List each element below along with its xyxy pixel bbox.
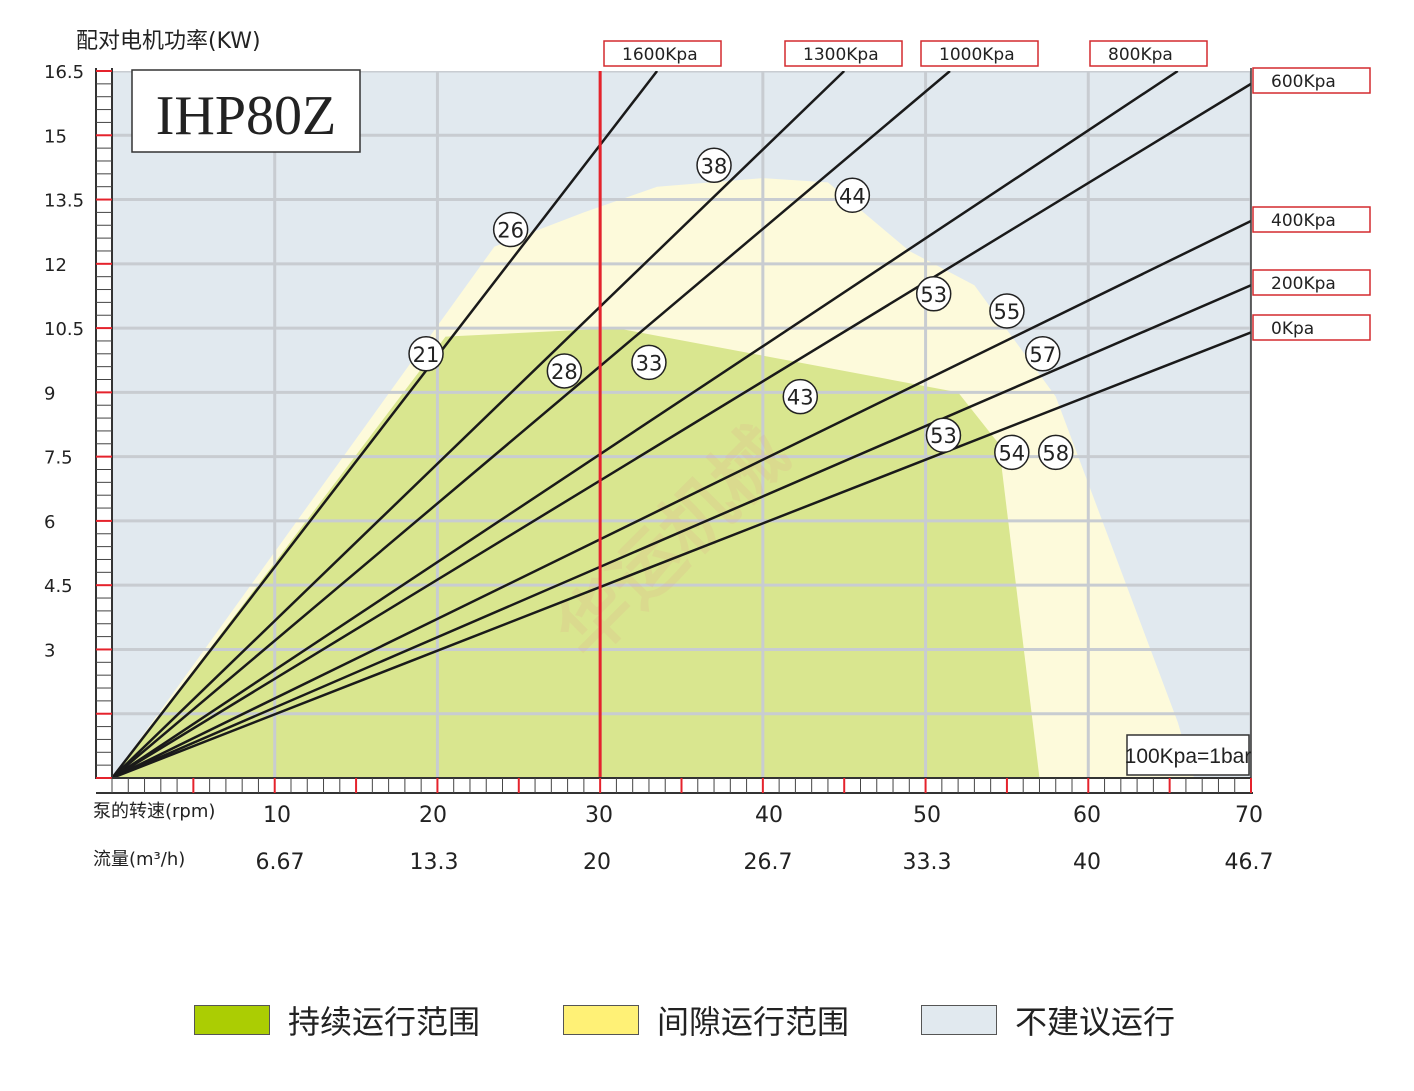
speed-marker-circle [546, 353, 583, 389]
x2-tick-label: 13.3 [410, 850, 459, 875]
series-line-800kpa [112, 71, 1179, 778]
y-tick-label: 6 [44, 512, 55, 533]
speed-marker-circle [834, 177, 871, 214]
x-tick-label: 70 [1235, 803, 1263, 828]
speed-marker-label: 57 [1029, 343, 1056, 367]
series-label-box-200kpa [1252, 269, 1371, 296]
y-tick-label: 7.5 [44, 448, 73, 469]
speed-marker-circle [408, 336, 444, 372]
x-tick-label: 10 [263, 803, 291, 828]
series-label-1300kpa: 1300Kpa [803, 45, 879, 65]
series-label-800kpa: 800Kpa [1108, 45, 1173, 65]
legend-swatch-not-recommended [921, 1005, 997, 1035]
x-tick-label: 50 [913, 803, 941, 828]
speed-marker-label: 38 [701, 154, 728, 178]
x2-tick-label: 46.7 [1225, 850, 1274, 875]
legend: 持续运行范围 间隙运行范围 不建议运行 [0, 995, 1414, 1045]
speed-marker-circle [1037, 434, 1074, 471]
series-line-1600kpa [112, 71, 659, 778]
series-label-1600kpa: 1600Kpa [622, 45, 698, 65]
x2-tick-label: 40 [1073, 850, 1101, 875]
y-axis-label: 配对电机功率(KW) [76, 29, 261, 54]
series-line-0kpa [112, 331, 1251, 778]
x2-axis-label: 流量(m³/h) [93, 849, 185, 870]
series-label-box-600kpa [1252, 67, 1371, 94]
speed-marker-label: 54 [998, 441, 1025, 465]
y-tick-label: 3 [44, 640, 55, 661]
series-label-600kpa: 600Kpa [1271, 72, 1336, 92]
series-lines [112, 71, 1251, 778]
series-labels: 1600Kpa 1300Kpa 1000Kpa 800Kpa 600Kpa 400Kpa 2… [603, 40, 1371, 341]
speed-marker-circle [989, 293, 1025, 329]
x2-tick-label: 6.67 [256, 850, 305, 875]
speed-marker-label: 21 [413, 343, 440, 367]
series-label-box-1000kpa [920, 40, 1039, 67]
x-tick-label: 60 [1073, 803, 1101, 828]
unit-note: 100Kpa=1bar [1125, 745, 1252, 768]
x-axis-label: 泵的转速(rpm) [93, 801, 215, 822]
y-tick-label: 16.5 [44, 62, 84, 83]
y-tick-label: 4.5 [44, 576, 73, 597]
x-tick-label: 20 [419, 803, 447, 828]
y-tick-label: 13.5 [44, 191, 84, 212]
model-title: IHP80Z [156, 85, 336, 147]
speed-marker-circle [782, 378, 819, 415]
x-tick-label: 30 [585, 803, 613, 828]
speed-marker-label: 58 [1042, 441, 1069, 465]
x2-tick-label: 33.3 [903, 850, 952, 875]
series-label-box-1300kpa [784, 40, 903, 67]
speed-marker-label: 28 [551, 360, 578, 384]
speed-marker-label: 43 [787, 386, 814, 410]
speed-marker-circle [915, 276, 952, 312]
speed-marker-circle [631, 344, 667, 381]
speed-marker-label: 33 [636, 351, 663, 375]
speed-marker-label: 26 [497, 219, 524, 243]
series-line-600kpa [112, 82, 1251, 778]
series-line-400kpa [112, 219, 1251, 778]
axes [95, 68, 1253, 794]
y-tick-labels: 16.5 15 13.5 12 10.5 9 7.5 6 4.5 3 [44, 62, 84, 661]
speed-marker-circle [925, 417, 962, 453]
legend-label-continuous: 持续运行范围 [288, 1003, 481, 1041]
x2-tick-label: 26.7 [744, 850, 793, 875]
series-label-400kpa: 400Kpa [1271, 211, 1336, 231]
speed-marker-circle [696, 147, 732, 184]
series-line-200kpa [112, 284, 1251, 778]
model-title-box [131, 69, 361, 153]
x2-tick-label: 20 [583, 850, 611, 875]
series-label-box-800kpa [1089, 40, 1208, 67]
series-line-1300kpa [112, 71, 846, 778]
y-tick-label: 12 [44, 255, 67, 276]
series-label-0kpa: 0Kpa [1271, 319, 1314, 339]
x-tick-labels: 10 20 30 40 50 60 70 [263, 803, 1263, 828]
speed-marker-label: 53 [930, 424, 957, 448]
series-label-box-1600kpa [603, 40, 722, 67]
series-line-1000kpa [112, 71, 951, 778]
speed-marker-label: 55 [994, 300, 1021, 324]
y-tick-label: 15 [44, 126, 67, 147]
speed-marker-circle [1024, 336, 1061, 372]
legend-label-intermittent: 间隙运行范围 [657, 1003, 850, 1041]
y-tick-label: 9 [44, 383, 55, 404]
series-label-box-400kpa [1252, 206, 1371, 233]
legend-label-not-recommended: 不建议运行 [1015, 1003, 1176, 1041]
legend-item-intermittent: 间隙运行范围 [563, 995, 849, 1045]
speed-marker-circle [492, 211, 529, 248]
legend-swatch-continuous [194, 1005, 270, 1035]
legend-item-continuous: 持续运行范围 [194, 995, 480, 1045]
speed-marker-circle [994, 434, 1030, 471]
speed-marker-label: 44 [839, 184, 866, 208]
series-label-200kpa: 200Kpa [1271, 274, 1336, 294]
y-tick-label: 10.5 [44, 319, 84, 340]
series-label-1000kpa: 1000Kpa [939, 45, 1015, 65]
x2-tick-labels: 6.67 13.3 20 26.7 33.3 40 46.7 [256, 850, 1274, 875]
x-tick-label: 40 [755, 803, 783, 828]
series-label-box-0kpa [1252, 314, 1371, 341]
legend-swatch-intermittent [563, 1005, 639, 1035]
speed-markers: 26 21 38 28 33 44 43 53 55 57 53 54 58 [408, 147, 1074, 471]
unit-note-box [1126, 734, 1250, 776]
speed-marker-label: 53 [920, 283, 947, 307]
legend-item-not-recommended: 不建议运行 [921, 995, 1175, 1045]
